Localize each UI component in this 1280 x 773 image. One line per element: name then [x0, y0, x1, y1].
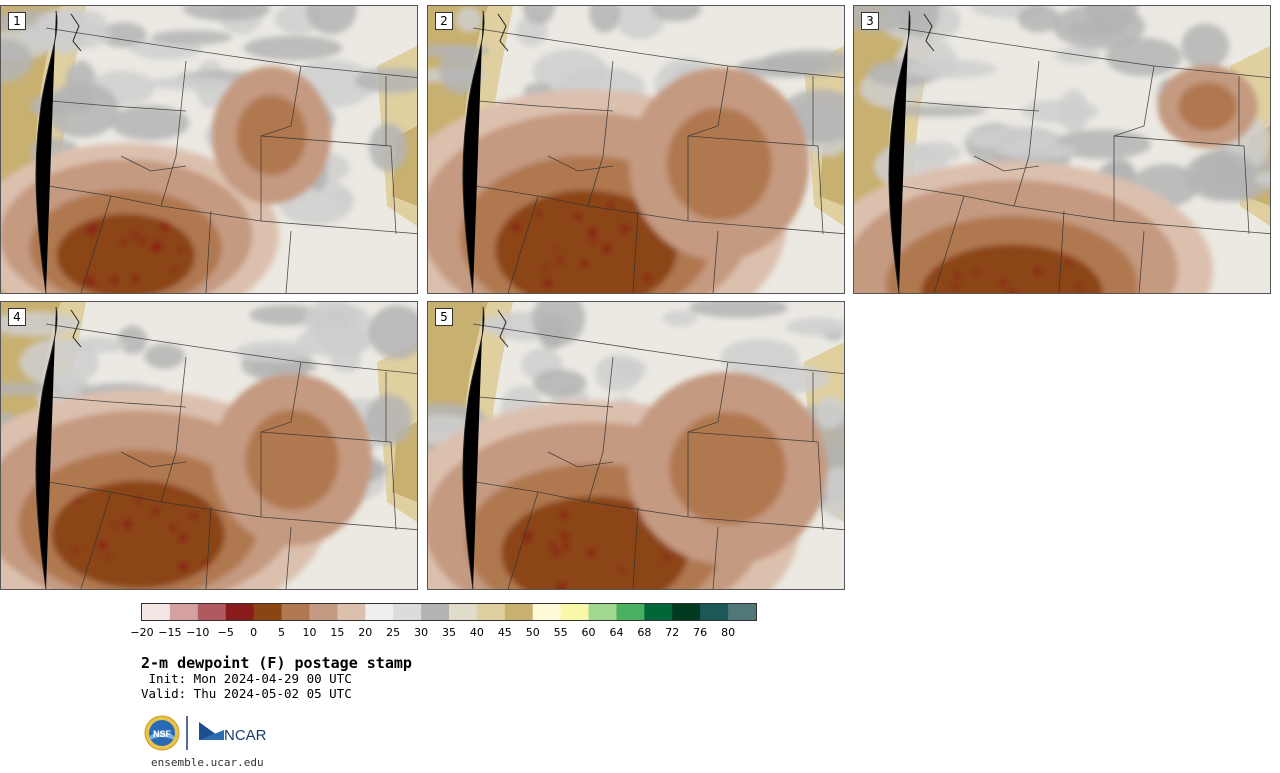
colorbar-swatch: [644, 604, 673, 620]
colorbar-tick-label: 40: [469, 626, 484, 639]
colorbar-swatch: [504, 604, 534, 620]
colorbar: [141, 603, 757, 621]
colorbar-swatch: [532, 604, 562, 620]
svg-text:NSF: NSF: [153, 729, 172, 739]
colorbar-tick-label: 60: [581, 626, 596, 639]
map-panel-2: 2: [427, 5, 845, 294]
colorbar-tick-label: 68: [637, 626, 652, 639]
colorbar-tick-label: 5: [278, 626, 286, 639]
colorbar-tick-label: 20: [358, 626, 373, 639]
colorbar-swatch: [142, 604, 171, 620]
map-canvas-2: [428, 6, 844, 293]
colorbar-swatch: [449, 604, 478, 620]
colorbar-tick-label: 10: [302, 626, 317, 639]
footer-url: ensemble.ucar.edu: [151, 756, 264, 769]
map-panel-1: 1: [0, 5, 418, 294]
colorbar-tick-label: 55: [553, 626, 568, 639]
colorbar-tick-label: 0: [250, 626, 258, 639]
colorbar-swatch: [421, 604, 450, 620]
map-canvas-3: [854, 6, 1270, 293]
map-canvas-1: [1, 6, 417, 293]
colorbar-swatch: [337, 604, 366, 620]
colorbar-swatch: [672, 604, 701, 620]
svg-text:NCAR: NCAR: [224, 727, 267, 744]
colorbar-tick-label: −15: [158, 626, 182, 639]
valid-time: Valid: Thu 2024-05-02 05 UTC: [141, 686, 352, 701]
colorbar-tick-label: −20: [130, 626, 154, 639]
colorbar-tick-label: 25: [386, 626, 401, 639]
colorbar-tick-label: 45: [497, 626, 512, 639]
colorbar-swatch: [225, 604, 255, 620]
colorbar-swatch: [309, 604, 338, 620]
panel-number-2: 2: [435, 12, 453, 30]
panel-number-3: 3: [861, 12, 879, 30]
colorbar-swatch: [365, 604, 394, 620]
colorbar-swatch: [197, 604, 227, 620]
colorbar-tick-label: 80: [721, 626, 736, 639]
colorbar-swatch: [169, 604, 199, 620]
colorbar-tick-label: 72: [665, 626, 680, 639]
colorbar-swatch: [281, 604, 310, 620]
panel-number-4: 4: [8, 308, 26, 326]
nsf-logo-icon: NSF: [144, 715, 180, 751]
colorbar-swatch: [728, 604, 757, 620]
panel-number-1: 1: [8, 12, 26, 30]
map-canvas-5: [428, 302, 844, 589]
colorbar-tick-label: 76: [693, 626, 708, 639]
colorbar-swatch: [393, 604, 422, 620]
colorbar-swatch: [560, 604, 590, 620]
map-panel-3: 3: [853, 5, 1271, 294]
map-panel-5: 5: [427, 301, 845, 590]
logos: NSF NCAR: [144, 714, 274, 752]
panel-number-5: 5: [435, 308, 453, 326]
ncar-logo-icon: NCAR: [199, 722, 267, 744]
colorbar-tick-label: 64: [609, 626, 624, 639]
colorbar-swatch: [616, 604, 645, 620]
colorbar-swatch: [253, 604, 283, 620]
colorbar-swatch: [588, 604, 617, 620]
colorbar-tick-label: −5: [217, 626, 234, 639]
colorbar-tick-label: −10: [186, 626, 210, 639]
colorbar-swatch: [700, 604, 729, 620]
map-panel-4: 4: [0, 301, 418, 590]
colorbar-tick-label: 35: [442, 626, 456, 639]
plot-title: 2-m dewpoint (F) postage stamp: [141, 654, 412, 672]
init-time: Init: Mon 2024-04-29 00 UTC: [141, 671, 352, 686]
colorbar-tick-label: 50: [525, 626, 540, 639]
colorbar-swatch: [476, 604, 506, 620]
map-canvas-4: [1, 302, 417, 589]
colorbar-tick-label: 30: [414, 626, 429, 639]
colorbar-tick-label: 15: [330, 626, 345, 639]
